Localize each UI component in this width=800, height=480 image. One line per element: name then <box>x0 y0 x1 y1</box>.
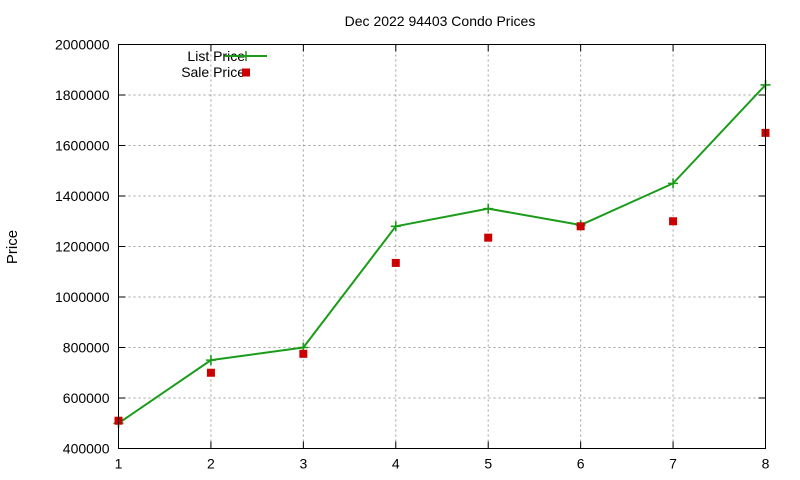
list-price-line <box>117 84 767 425</box>
x-tick-label: 5 <box>484 456 492 472</box>
x-tick-label: 8 <box>762 456 770 472</box>
y-axis-label: Price <box>4 230 21 264</box>
series <box>113 79 771 429</box>
plot-border <box>118 44 766 449</box>
list-price-point <box>390 221 401 232</box>
y-tick-label: 1200000 <box>55 239 110 255</box>
grid <box>118 44 766 449</box>
y-tick-label: 2000000 <box>55 37 110 53</box>
sale-price-point <box>484 233 493 242</box>
x-tick-label: 4 <box>392 456 400 472</box>
list-price-point <box>205 355 216 366</box>
list-price-point <box>483 203 494 214</box>
sale-price-point <box>391 258 400 267</box>
legend-swatch-marker <box>241 51 251 61</box>
x-tick-label: 6 <box>577 456 585 472</box>
x-tick-label: 2 <box>207 456 215 472</box>
sale-price-point <box>576 222 585 231</box>
y-tick-label: 400000 <box>63 441 110 457</box>
legend-label: List Price <box>187 48 245 64</box>
axis-ticks: 400000 600000 800000 1000000 1200000 1400000 1… <box>55 37 770 472</box>
x-tick-label: 1 <box>115 456 123 472</box>
x-tick-label: 3 <box>299 456 307 472</box>
y-tick-label: 1400000 <box>55 188 110 204</box>
y-tick-label: 1000000 <box>55 289 110 305</box>
y-tick-label: 1800000 <box>55 87 110 103</box>
list-price-point <box>668 178 679 189</box>
sale-price-point <box>299 349 308 358</box>
chart-title: Dec 2022 94403 Condo Prices <box>345 13 536 29</box>
x-tick-label: 7 <box>669 456 677 472</box>
sale-price-point <box>206 368 215 377</box>
legend-swatch-marker <box>242 68 250 77</box>
y-tick-label: 800000 <box>63 340 110 356</box>
sale-price-point <box>669 217 678 226</box>
y-tick-label: 600000 <box>63 390 110 406</box>
legend-label: Sale Price <box>181 64 245 80</box>
y-tick-label: 1600000 <box>55 138 110 154</box>
